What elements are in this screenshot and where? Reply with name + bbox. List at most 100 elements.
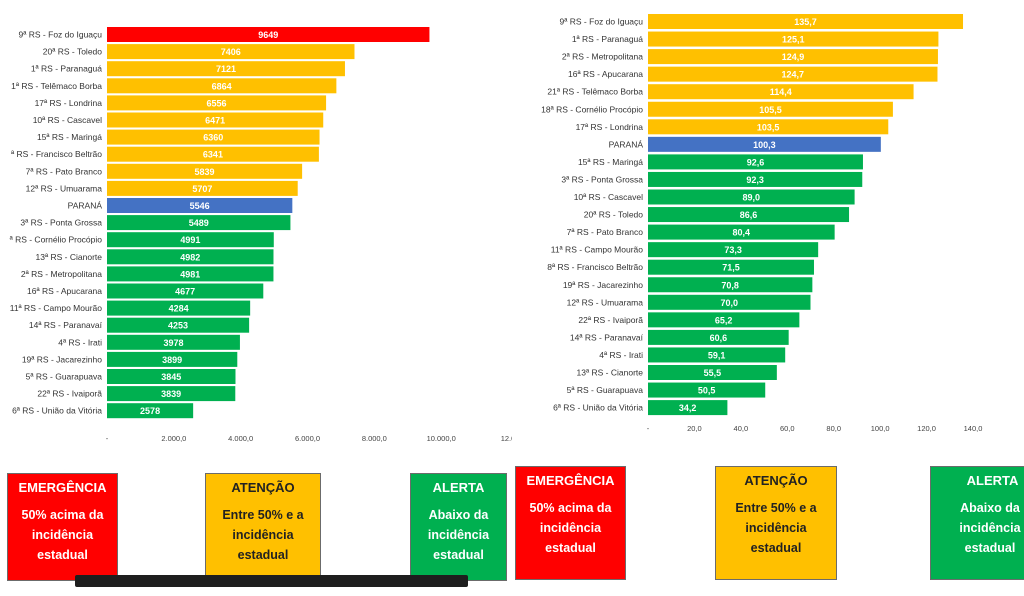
bar	[648, 66, 938, 82]
category-label: 16ª RS - Apucarana	[568, 69, 643, 79]
category-label: 13ª RS - Cianorte	[577, 368, 644, 378]
value-label: 71,5	[722, 263, 740, 273]
value-label: 124,9	[782, 52, 805, 62]
value-label: 105,5	[759, 105, 782, 115]
dark-overlay-bar	[75, 575, 468, 587]
category-label: 11ª RS - Campo Mourão	[551, 245, 644, 255]
category-label: 21ª RS - Telêmaco Borba	[547, 87, 643, 97]
category-label: 7ª RS - Pato Branco	[567, 227, 644, 237]
x-tick-label: 6.000,0	[295, 434, 320, 443]
value-label: 114,4	[770, 87, 792, 97]
category-label: 12ª RS - Umuarama	[26, 183, 103, 193]
bar	[648, 207, 850, 223]
value-label: 4981	[180, 269, 200, 279]
x-tick-label: 4.000,0	[228, 434, 253, 443]
category-label: PARANÁ	[68, 201, 103, 211]
legend-atencao-desc: Entre 50% e a incidência estadual	[222, 508, 304, 562]
category-label: 19ª RS - Jacarezinho	[22, 354, 102, 364]
legend-emergencia-left: EMERGÊNCIA 50% acima da incidência estad…	[7, 473, 118, 581]
category-label: 9ª RS - Foz do Iguaçu	[560, 17, 644, 27]
category-label: 18ª RS - Cornélio Procópio	[541, 104, 643, 114]
value-label: 3839	[161, 389, 181, 399]
value-label: 5839	[195, 167, 215, 177]
legend-atencao-desc: Entre 50% e a incidência estadual	[735, 501, 817, 555]
category-label: 22ª RS - Ivaiporã	[37, 389, 102, 399]
bar	[107, 129, 320, 145]
bar	[107, 180, 298, 196]
x-tick-label: 10.000,0	[427, 434, 456, 443]
value-label: 100,3	[753, 140, 776, 150]
bar	[648, 31, 939, 47]
category-label: 5ª RS - Guarapuava	[26, 372, 103, 382]
value-label: 5489	[189, 218, 209, 228]
legend-atencao-title: ATENÇÃO	[231, 480, 295, 495]
category-label: 13ª RS - Cianorte	[36, 252, 103, 262]
category-label: 12ª RS - Umuarama	[567, 297, 644, 307]
category-label: 6ª RS - União da Vitória	[12, 406, 102, 416]
x-tick-label: 100,0	[871, 424, 890, 433]
value-label: 9649	[258, 30, 278, 40]
legend-alerta-left: ALERTA Abaixo da incidência estadual	[410, 473, 507, 581]
category-label: 14ª RS - Paranavaí	[570, 332, 644, 342]
x-tick-label: 20,0	[687, 424, 702, 433]
value-label: 6556	[207, 98, 227, 108]
x-tick-label: 80,0	[826, 424, 841, 433]
bar	[107, 369, 236, 384]
legend-emergencia-desc: 50% acima da incidência estadual	[529, 501, 612, 555]
x-tick-label: 40,0	[734, 424, 749, 433]
value-label: 73,3	[724, 245, 742, 255]
bar	[648, 49, 938, 65]
legend-alerta-title: ALERTA	[966, 473, 1019, 488]
value-label: 7406	[221, 47, 241, 57]
bar	[107, 351, 238, 367]
category-label: 9ª RS - Foz do Iguaçu	[19, 30, 103, 40]
bar	[107, 146, 319, 162]
value-label: 60,6	[710, 333, 728, 343]
category-label: 14ª RS - Paranavaí	[29, 320, 103, 330]
bar	[107, 95, 327, 111]
bar	[648, 347, 786, 363]
value-label: 4253	[168, 321, 188, 331]
x-tick-label: 60,0	[780, 424, 795, 433]
legend-emergencia-title: EMERGÊNCIA	[18, 480, 107, 495]
bar	[107, 78, 337, 94]
value-label: 70,0	[720, 298, 738, 308]
value-label: 4991	[180, 235, 200, 245]
value-label: 135,7	[794, 17, 817, 27]
x-tick-label: 8.000,0	[362, 434, 387, 443]
bar	[107, 283, 264, 299]
category-label: 7ª RS - Pato Branco	[26, 166, 103, 176]
legend-atencao-right: ATENÇÃO Entre 50% e a incidência estadua…	[715, 466, 837, 580]
bar	[648, 365, 777, 380]
value-label: 59,1	[708, 350, 726, 360]
bar	[648, 329, 789, 345]
value-label: 4982	[180, 252, 200, 262]
category-label: 11ª RS - Campo Mourão	[10, 303, 103, 313]
category-label: 17ª RS - Londrina	[35, 98, 103, 108]
category-label: 16ª RS - Apucarana	[27, 286, 102, 296]
category-label: 5ª RS - Guarapuava	[567, 385, 644, 395]
value-label: 6360	[203, 133, 223, 143]
category-label: ª RS - Cornélio Procópio	[10, 235, 103, 245]
value-label: 65,2	[715, 315, 733, 325]
category-label: 15ª RS - Maringá	[578, 157, 643, 167]
value-label: 34,2	[679, 403, 697, 413]
legend-emergencia-right: EMERGÊNCIA 50% acima da incidência estad…	[515, 466, 626, 580]
category-label: 3ª RS - Ponta Grossa	[20, 218, 102, 228]
value-label: 70,8	[721, 280, 739, 290]
category-label: 1ª RS - Telêmaco Borba	[11, 81, 102, 91]
bar	[648, 84, 914, 100]
value-label: 3899	[162, 355, 182, 365]
value-label: 6471	[205, 116, 225, 126]
x-tick-label: -	[647, 424, 650, 433]
bar	[107, 27, 430, 42]
bar	[648, 189, 855, 205]
bar	[107, 61, 345, 77]
legend-atencao-title: ATENÇÃO	[744, 473, 808, 488]
category-label: 1ª RS - Paranaguá	[31, 64, 102, 74]
bar	[648, 400, 728, 416]
category-label: ª RS - Francisco Beltrão	[11, 149, 102, 159]
category-label: 20ª RS - Toledo	[43, 47, 102, 57]
value-label: 6864	[212, 81, 232, 91]
bar	[107, 334, 240, 350]
